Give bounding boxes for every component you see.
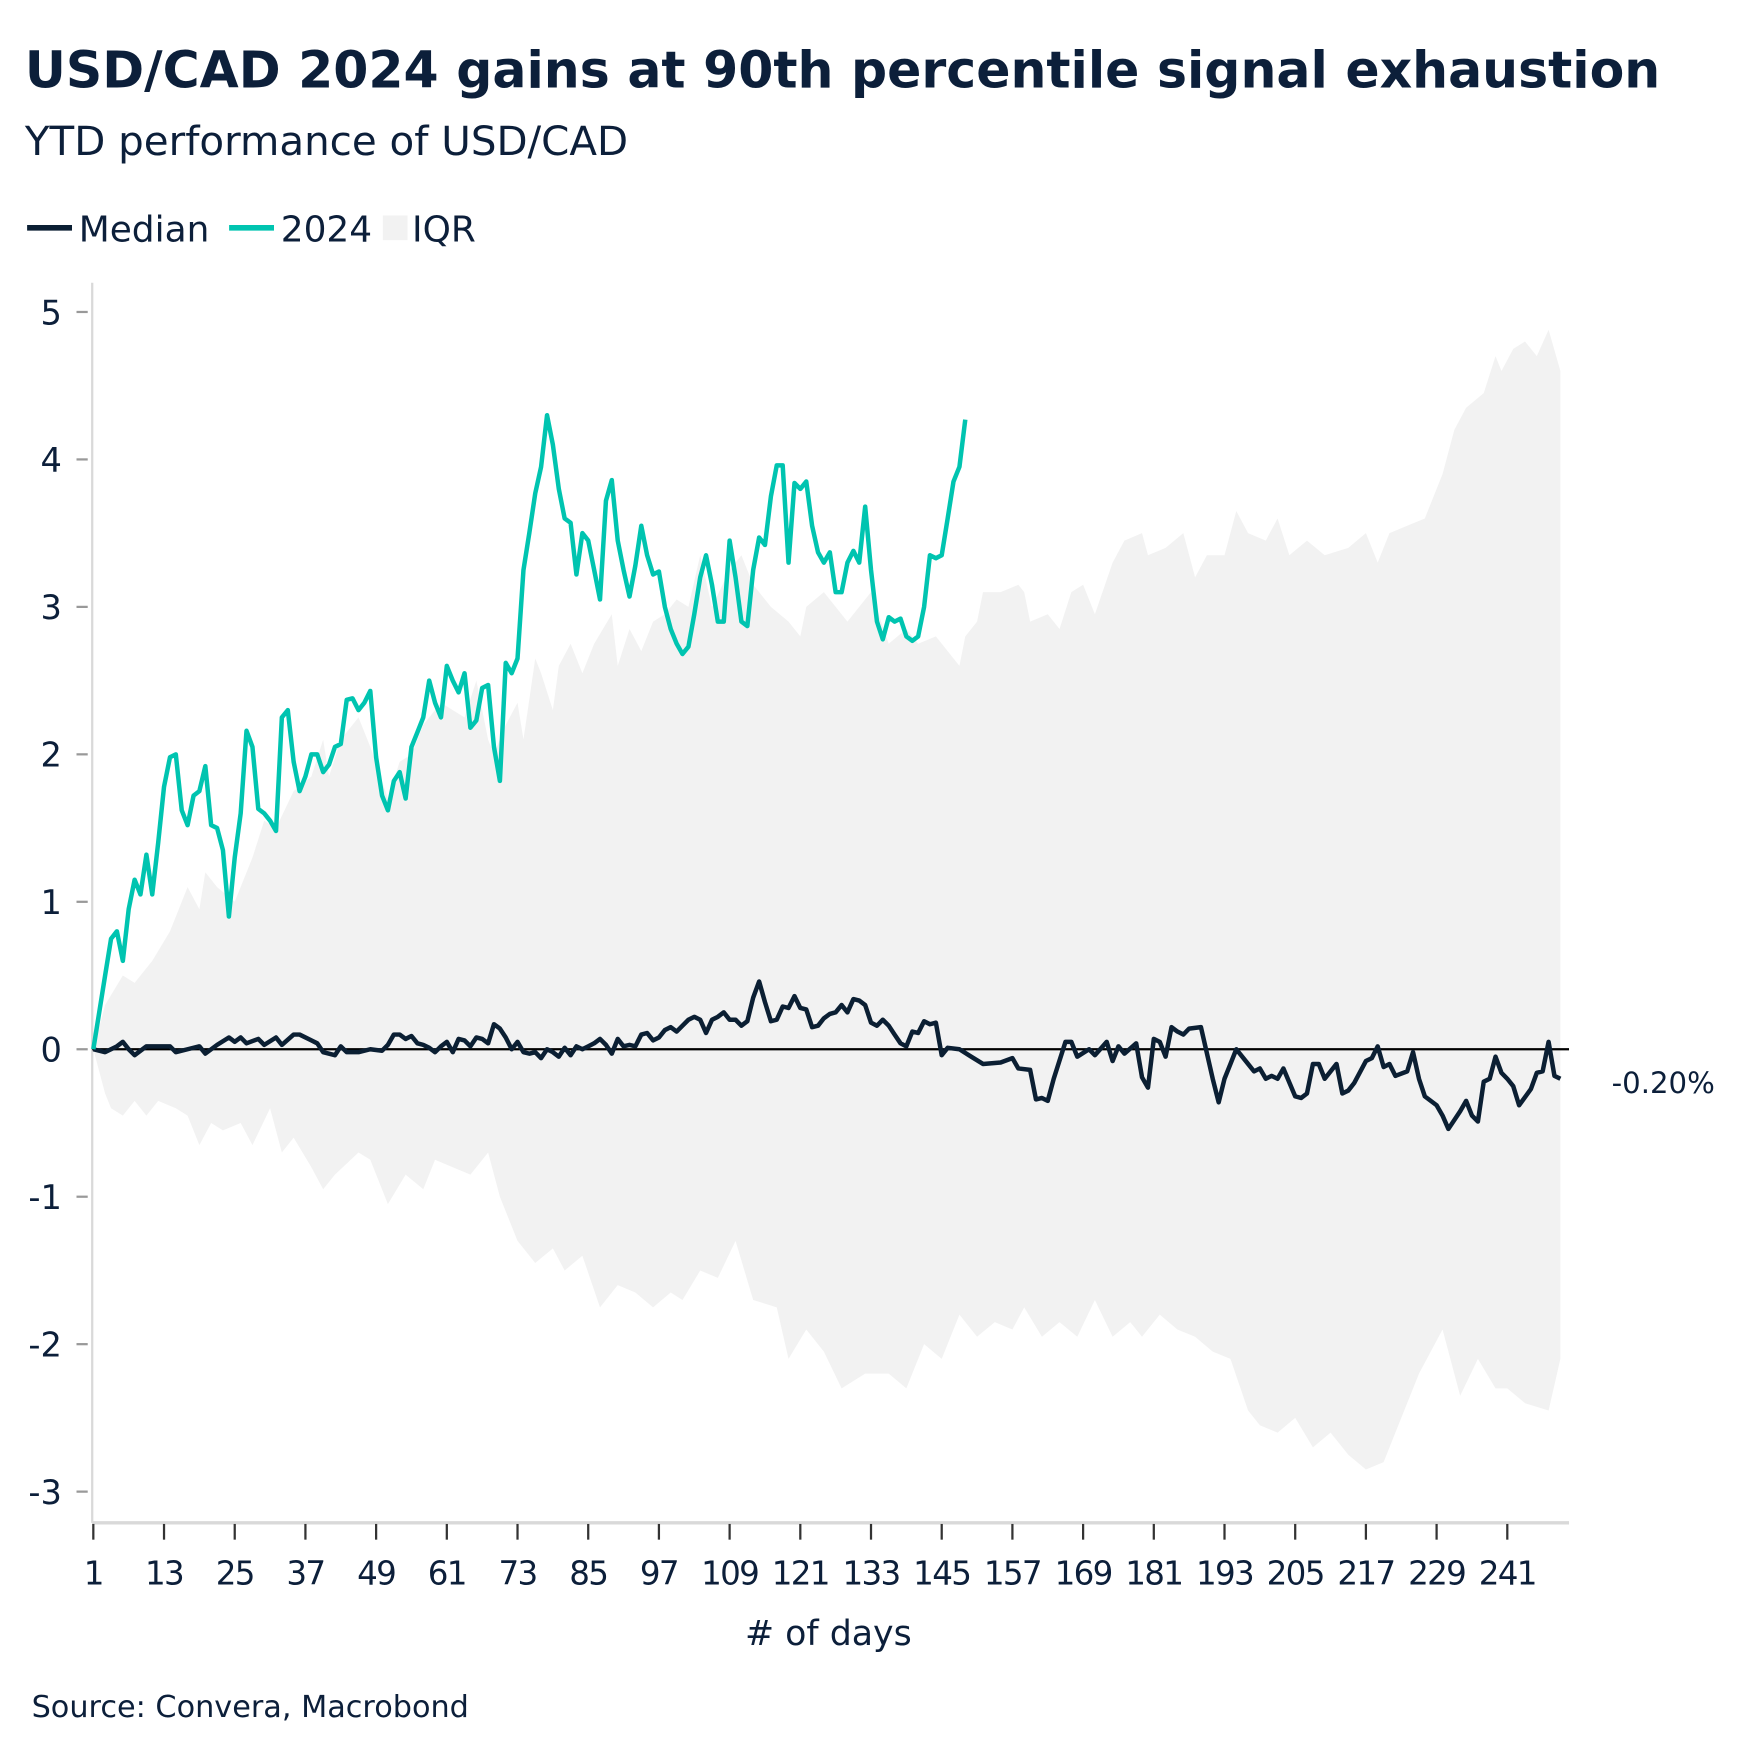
x-tick-label: 169 <box>1055 1555 1112 1593</box>
x-tick-label: 85 <box>569 1555 607 1593</box>
legend-iqr-swatch <box>382 215 408 241</box>
median-line <box>92 979 1562 1132</box>
y-tick-label: 0 <box>40 1031 61 1070</box>
x-tick-label: 121 <box>772 1555 829 1593</box>
x-tick-label: 1 <box>84 1555 103 1593</box>
legend: Median 2024 IQR <box>27 209 476 250</box>
series-2024-line <box>91 412 968 1050</box>
y-tick-label: 2 <box>40 736 61 775</box>
x-tick-label: 133 <box>842 1555 899 1593</box>
x-tick-label: 49 <box>357 1555 395 1593</box>
y-tick-label: -2 <box>28 1326 62 1365</box>
x-tick-label: 61 <box>428 1555 466 1593</box>
legend-2024-label: 2024 <box>281 209 372 250</box>
x-tick-label: 217 <box>1337 1555 1394 1593</box>
x-tick-label: 109 <box>701 1555 758 1593</box>
y-tick-label: 4 <box>40 441 61 480</box>
x-tick-label: 73 <box>499 1555 537 1593</box>
legend-iqr-label: IQR <box>412 209 476 250</box>
x-tick-label: 97 <box>640 1555 678 1593</box>
y-tick-label: 5 <box>40 293 61 332</box>
x-tick-label: 13 <box>145 1555 183 1593</box>
chart-title: USD/CAD 2024 gains at 90th percentile si… <box>25 41 1660 100</box>
source-note: Source: Convera, Macrobond <box>32 1690 469 1725</box>
median-end-label: -0.20% <box>1612 1066 1715 1100</box>
x-tick-label: 241 <box>1479 1555 1536 1593</box>
x-tick-label: 193 <box>1196 1555 1253 1593</box>
y-tick-label: -1 <box>28 1178 62 1217</box>
x-tick-label: 181 <box>1125 1555 1182 1593</box>
x-tick-label: 205 <box>1267 1555 1324 1593</box>
x-tick-label: 229 <box>1408 1555 1465 1593</box>
x-axis-label: # of days <box>745 1614 912 1654</box>
x-tick-label: 25 <box>216 1555 254 1593</box>
legend-median-label: Median <box>79 209 210 250</box>
iqr-band <box>93 329 1561 1470</box>
y-tick-label: 1 <box>40 883 61 922</box>
y-tick-label: -3 <box>28 1473 62 1512</box>
plot-area: 5 4 3 2 1 0 -1 -2 -3 1 13 25 37 49 61 73 85 97 109 121 133 14… <box>28 282 1570 1593</box>
x-tick-label: 37 <box>286 1555 324 1593</box>
y-tick-label: 3 <box>40 588 61 627</box>
x-tick-label: 157 <box>984 1555 1041 1593</box>
x-tick-label: 145 <box>913 1555 970 1593</box>
chart-subtitle: YTD performance of USD/CAD <box>24 118 628 165</box>
